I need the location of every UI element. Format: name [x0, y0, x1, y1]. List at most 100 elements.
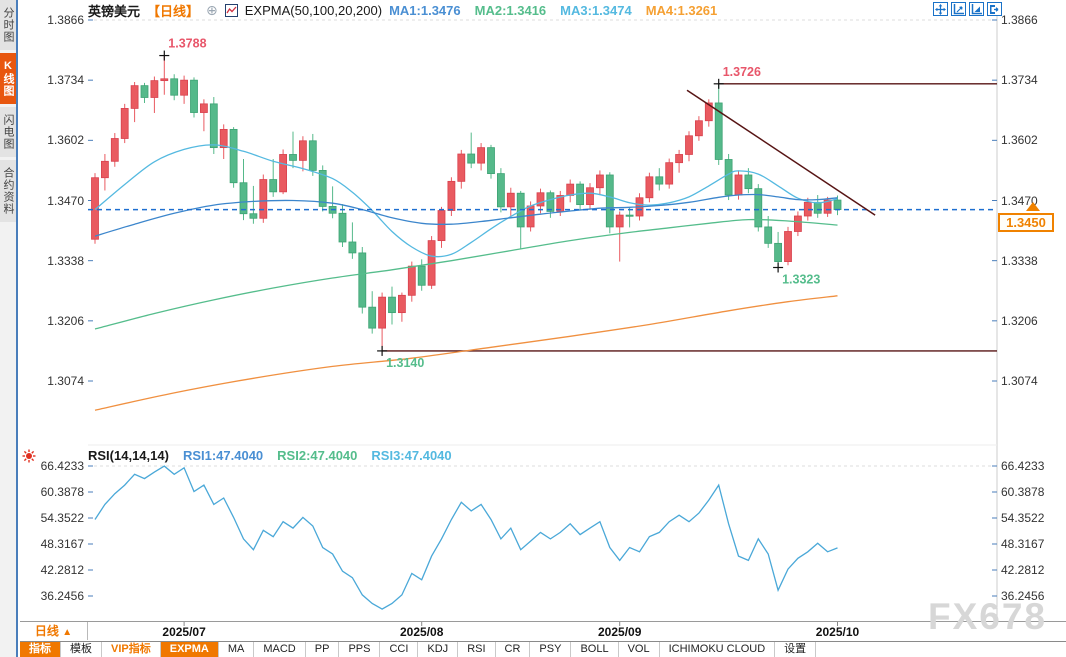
candle-body — [259, 179, 268, 219]
tab-模板[interactable]: 模板 — [61, 642, 102, 657]
candle-body — [586, 187, 594, 206]
axis-label: 66.4233 — [1001, 459, 1045, 473]
candle-body — [724, 159, 733, 196]
rsi-values: RSI1:47.4040 RSI2:47.4040 RSI3:47.4040 — [183, 448, 452, 463]
candle-body — [397, 294, 406, 314]
trendline — [686, 89, 876, 216]
zoom-axis-icon[interactable] — [969, 2, 984, 16]
rsi-header: RSI(14,14,14) RSI1:47.4040 RSI2:47.4040 RS… — [88, 448, 452, 463]
xaxis-label: 2025/09 — [597, 625, 642, 639]
candle-body — [130, 85, 139, 109]
candle-body — [298, 140, 307, 161]
axis-label: 1.3074 — [1001, 374, 1038, 388]
candle-body — [378, 296, 387, 329]
price-up-arrow-icon — [1026, 202, 1040, 211]
indicator-settings-icon[interactable] — [22, 449, 36, 463]
axis-label: 36.2456 — [40, 589, 84, 603]
ma-value-label: MA2:1.3416 — [474, 2, 547, 18]
rsi-title: RSI(14,14,14) — [88, 448, 169, 463]
pan-crosshair-icon[interactable] — [933, 2, 948, 16]
period-tag: 【日线】 — [147, 3, 200, 19]
candle-body — [833, 199, 842, 211]
candle-body — [596, 174, 604, 189]
tab-vip指标[interactable]: VIP指标 — [102, 642, 161, 657]
tab-ma[interactable]: MA — [219, 642, 255, 657]
candle-body — [388, 296, 396, 314]
axis-label: 54.3522 — [1001, 511, 1045, 525]
candle-body — [249, 213, 258, 219]
candle-body — [813, 201, 822, 214]
candle-body — [734, 174, 743, 196]
sidebar-item-3[interactable]: 闪电图 — [0, 107, 16, 157]
axis-label: 48.3167 — [40, 536, 84, 551]
sidebar-item-2[interactable]: K线图 — [0, 53, 16, 104]
tab-rsi[interactable]: RSI — [458, 642, 496, 657]
axis-label: 60.3878 — [40, 484, 84, 499]
candle-body — [784, 231, 792, 262]
candle-body — [546, 192, 555, 212]
axis-label: 1.3866 — [1001, 13, 1038, 27]
tab-cr[interactable]: CR — [496, 642, 531, 657]
tab-cci[interactable]: CCI — [380, 642, 419, 657]
ma-line-ema100 — [94, 218, 838, 330]
candle-body — [289, 154, 297, 161]
axis-label: 1.3338 — [47, 253, 84, 268]
candle-body — [477, 147, 486, 164]
candle-body — [675, 154, 683, 164]
scale-axis-icon[interactable] — [951, 2, 966, 16]
rsi-value-label: RSI2:47.4040 — [277, 448, 358, 463]
candle-body — [407, 265, 416, 296]
candle-body — [368, 306, 377, 329]
candle-body — [685, 135, 693, 155]
candle-body — [487, 147, 495, 175]
candle-body — [714, 102, 723, 160]
indicator-chart-icon[interactable] — [224, 3, 238, 17]
axis-label: 1.3734 — [47, 73, 84, 88]
candle-body — [348, 241, 357, 254]
axis-label: 36.2456 — [1001, 589, 1045, 603]
indicator-title: EXPMA(50,100,20,200) — [244, 2, 383, 18]
axis-label: 48.3167 — [1001, 536, 1045, 551]
candle-body — [279, 154, 288, 193]
tab-expma[interactable]: EXPMA — [160, 642, 219, 657]
axis-label: 60.3878 — [1001, 484, 1045, 499]
tab-设置[interactable]: 设置 — [775, 642, 817, 657]
candle-body — [625, 214, 634, 217]
candle-body — [219, 128, 228, 149]
candle-body — [566, 183, 575, 196]
ma-value-label: MA1:1.3476 — [389, 2, 461, 18]
price-annotation: 1.3140 — [386, 356, 424, 370]
candle-body — [467, 153, 476, 164]
current-price-badge: 1.3450 — [998, 213, 1054, 232]
candle-body — [447, 180, 456, 211]
tab-ichimoku-cloud[interactable]: ICHIMOKU CLOUD — [660, 642, 776, 657]
candle-body — [823, 199, 832, 214]
tab-指标[interactable]: 指标 — [20, 642, 61, 657]
xaxis-label: 2025/10 — [815, 625, 860, 639]
ma-line-ema50 — [94, 193, 838, 237]
candle-body — [358, 252, 367, 308]
tab-vol[interactable]: VOL — [619, 642, 660, 657]
axis-label: 1.3734 — [1001, 73, 1038, 88]
candle-body — [536, 192, 545, 207]
tab-macd[interactable]: MACD — [254, 642, 306, 657]
tab-boll[interactable]: BOLL — [571, 642, 619, 657]
candle-body — [91, 177, 99, 240]
candle-body — [239, 182, 248, 215]
candle-body — [150, 80, 159, 98]
candle-body — [645, 176, 654, 199]
exit-chart-icon[interactable] — [987, 2, 1002, 16]
tab-kdj[interactable]: KDJ — [418, 642, 459, 657]
price-annotation: 1.3323 — [782, 273, 820, 287]
candle-body — [110, 138, 119, 162]
sidebar-item-1[interactable]: 分时图 — [0, 0, 16, 50]
candle-body — [160, 78, 169, 82]
tab-pp[interactable]: PP — [306, 642, 340, 657]
add-indicator-icon[interactable]: ⊕ — [206, 2, 218, 18]
period-dropdown-button[interactable]: 日线 ▲ — [20, 622, 88, 640]
sidebar-item-4[interactable]: 合约资料 — [0, 160, 16, 222]
tab-psy[interactable]: PSY — [530, 642, 572, 657]
tab-pps[interactable]: PPS — [339, 642, 381, 657]
candle-body — [101, 160, 109, 179]
